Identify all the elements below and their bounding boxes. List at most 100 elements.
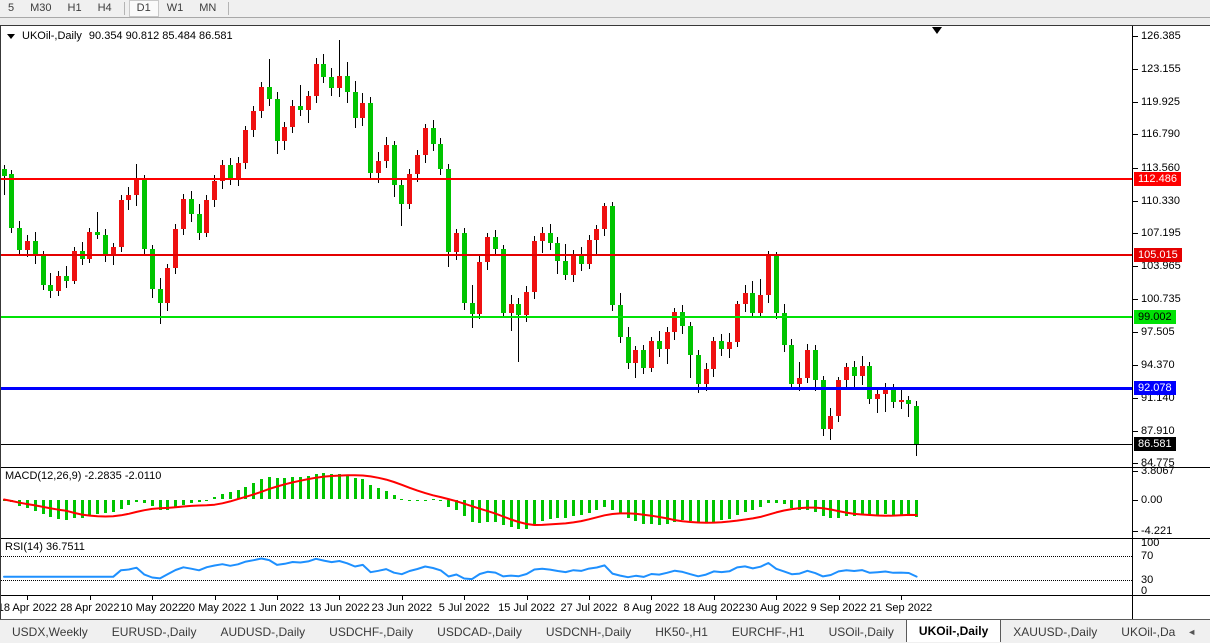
horizontal-level-line[interactable] — [1, 386, 1132, 390]
timeframe-button-H4[interactable]: H4 — [97, 2, 112, 14]
price-axis[interactable]: 126.385 123.155 119.925 116.790 113.560 110.3… — [1132, 26, 1210, 620]
macd-histogram-bar — [298, 476, 302, 500]
tab-scroll-left-icon[interactable]: ◄ — [1187, 626, 1197, 637]
candle-wick — [338, 39, 340, 98]
chart-shift-marker[interactable] — [932, 27, 942, 34]
candle-wick — [268, 59, 270, 106]
candle — [344, 75, 350, 93]
chart-tab-usdcnh-daily[interactable]: USDCNH-,Daily — [545, 624, 632, 639]
macd-histogram-bar — [80, 499, 84, 518]
pane-splitter-1[interactable] — [1, 538, 1210, 539]
candle — [149, 249, 155, 290]
chart-tab-eurchf-h1[interactable]: EURCHF-,H1 — [731, 624, 805, 639]
price-tick-label: 94.370 — [1141, 358, 1175, 371]
macd-tick-mark — [1133, 471, 1138, 473]
candle — [633, 349, 639, 364]
macd-histogram-bar — [782, 499, 786, 505]
candle — [828, 415, 834, 429]
chart-tab-usdchf-daily[interactable]: USDCHF-,Daily — [329, 624, 414, 639]
rsi-tick-label: 70 — [1141, 550, 1154, 562]
macd-histogram-bar — [408, 499, 412, 501]
horizontal-level-line[interactable] — [1, 316, 1132, 318]
candle — [898, 400, 904, 403]
chart-tab-hk50-h1[interactable]: HK50-,H1 — [655, 624, 708, 639]
macd-histogram-bar — [517, 499, 521, 529]
chart-tab-ukoil-daily[interactable]: UKOil-,Daily — [905, 619, 1002, 642]
candle — [758, 295, 764, 313]
candle — [750, 293, 756, 313]
candle — [196, 214, 202, 233]
chart-tab-usdx-weekly[interactable]: USDX,Weekly — [12, 624, 88, 639]
timeframe-button-5[interactable]: 5 — [8, 2, 15, 14]
chevron-down-icon[interactable] — [7, 33, 15, 39]
horizontal-level-line[interactable] — [1, 177, 1132, 180]
chart-plot-area[interactable]: UKOil-,Daily 90.354 90.812 85.484 86.581… — [1, 26, 1132, 620]
macd-histogram-bar — [501, 499, 505, 526]
tab-scroll-right-icon[interactable]: ► — [1208, 627, 1210, 637]
macd-histogram-bar — [353, 477, 357, 500]
macd-histogram-bar — [447, 499, 451, 507]
chart-tab-usoil-daily[interactable]: USOil-,Daily — [828, 624, 894, 639]
macd-histogram-bar — [400, 499, 404, 501]
macd-histogram-bar — [462, 499, 466, 517]
macd-histogram-bar — [306, 476, 310, 500]
rsi-line-layer — [3, 557, 918, 581]
price-tick-label: 113.560 — [1141, 161, 1180, 174]
candle — [539, 232, 545, 242]
macd-tick-label: -4.221 — [1141, 525, 1173, 538]
pane-splitter-0[interactable] — [1, 467, 1210, 468]
chart-tab-eurusd-daily[interactable]: EURUSD-,Daily — [111, 624, 197, 639]
macd-histogram-bar — [727, 499, 731, 519]
price-tick-mark — [1133, 232, 1138, 234]
macd-histogram-bar — [907, 499, 911, 515]
candle — [563, 260, 569, 275]
price-tick-label: 84.775 — [1141, 457, 1175, 469]
macd-histogram-bar — [798, 499, 802, 511]
chart-tab-usdcad-daily[interactable]: USDCAD-,Daily — [437, 624, 522, 639]
macd-histogram-bar — [431, 499, 435, 501]
timeframe-button-D1[interactable]: D1 — [128, 0, 159, 17]
macd-histogram-bar — [891, 499, 895, 515]
date-tick-mark — [27, 596, 29, 600]
macd-histogram-bar — [72, 499, 76, 519]
macd-histogram-bar — [610, 499, 614, 510]
timeframe-button-H1[interactable]: H1 — [67, 2, 82, 14]
timeframe-button-MN[interactable]: MN — [199, 2, 217, 14]
macd-histogram-bar — [236, 490, 240, 500]
candle — [703, 369, 709, 384]
date-tick-label: 13 Jun 2022 — [309, 602, 370, 614]
candle — [586, 240, 592, 264]
pane-splitter-2[interactable] — [1, 595, 1210, 596]
date-tick-mark — [464, 596, 466, 600]
date-tick-label: 18 Aug 2022 — [682, 602, 745, 614]
level-price-label: 92.078 — [1134, 381, 1176, 396]
current-price-label: 86.581 — [1134, 437, 1176, 452]
chart-tab-audusd-daily[interactable]: AUDUSD-,Daily — [220, 624, 306, 639]
chart-tab-xauusd-daily[interactable]: XAUUSD-,Daily — [1013, 624, 1098, 639]
price-tick-label: 103.965 — [1141, 260, 1181, 273]
candle — [742, 293, 748, 304]
candle — [843, 367, 849, 380]
candle — [648, 340, 654, 369]
macd-histogram-bar — [712, 499, 716, 522]
candle — [157, 289, 163, 303]
candle — [773, 255, 779, 313]
timeframe-button-M30[interactable]: M30 — [30, 2, 52, 14]
macd-histogram-bar — [852, 499, 856, 516]
candle — [266, 87, 272, 100]
macd-histogram-bar — [571, 499, 575, 517]
candle — [336, 75, 342, 89]
chart-tab-bar: USDX,Weekly EURUSD-,Daily AUDUSD-,Daily USD… — [0, 619, 1210, 643]
candle — [360, 102, 366, 118]
macd-histogram-bar — [181, 499, 185, 505]
candle — [578, 255, 584, 264]
macd-histogram-bar — [564, 499, 568, 518]
timeframe-button-W1[interactable]: W1 — [166, 2, 184, 14]
candle — [118, 200, 124, 248]
horizontal-level-line[interactable] — [1, 254, 1132, 257]
chart-tab-ukoil-da[interactable]: UKOil-,Da — [1121, 624, 1176, 639]
macd-histogram-bar — [252, 483, 256, 500]
macd-histogram-bar — [790, 499, 794, 509]
macd-histogram-bar — [493, 499, 497, 523]
macd-histogram-bar — [423, 499, 427, 501]
